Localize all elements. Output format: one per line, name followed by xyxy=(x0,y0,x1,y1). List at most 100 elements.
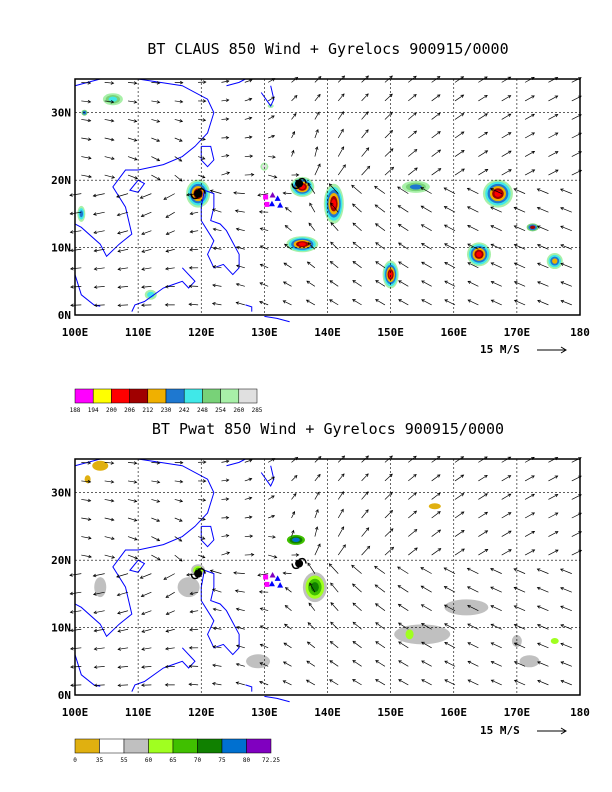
wind-arrow xyxy=(444,642,456,649)
wind-arrow xyxy=(188,284,199,288)
wind-arrow xyxy=(314,543,321,556)
wind-arrow xyxy=(81,536,92,540)
wind-arrow xyxy=(244,135,253,139)
wind-arrow xyxy=(443,567,456,574)
shade-cell xyxy=(261,164,267,170)
wind-arrow xyxy=(513,586,526,593)
wind-arrow xyxy=(212,588,222,593)
wind-arrow xyxy=(165,610,175,616)
wind-arrow xyxy=(384,93,393,102)
wind-arrow xyxy=(548,494,559,500)
wind-arrow xyxy=(467,642,479,649)
wind-arrow xyxy=(93,285,105,289)
wind-arrow xyxy=(478,150,489,157)
wind-arrow xyxy=(259,300,269,306)
wind-arrow xyxy=(268,134,276,139)
wind-arrow xyxy=(212,626,222,631)
wind-arrow xyxy=(467,262,479,269)
wind-arrow xyxy=(244,496,253,500)
wind-arrow xyxy=(384,546,395,556)
wind-arrow xyxy=(197,554,206,559)
wind-arrow xyxy=(467,679,479,686)
wind-arrow xyxy=(282,300,292,306)
wind-arrow xyxy=(81,554,92,559)
wind-arrow xyxy=(284,623,292,630)
wind-arrow xyxy=(352,280,362,287)
vector-reference-label: 15 M/S xyxy=(480,724,520,737)
shade-cell xyxy=(552,258,558,264)
wind-arrow xyxy=(163,193,175,200)
wind-arrow xyxy=(548,549,559,556)
wind-arrow xyxy=(163,573,175,580)
wind-arrow xyxy=(408,474,417,482)
typhoon-symbol xyxy=(291,177,307,190)
wind-arrow xyxy=(139,573,152,579)
wind-arrow xyxy=(244,515,253,519)
wind-arrow xyxy=(524,150,536,157)
wind-arrow xyxy=(282,661,292,667)
wind-arrow xyxy=(282,191,292,195)
shade-cell xyxy=(405,629,414,640)
gyre-markers xyxy=(190,557,307,588)
wind-arrow xyxy=(211,302,222,306)
wind-arrow xyxy=(93,303,105,308)
wind-arrow xyxy=(70,683,82,687)
gyre-markers xyxy=(190,177,307,208)
gyre-location-marker xyxy=(277,582,284,588)
wind-arrow xyxy=(536,188,549,194)
wind-arrow xyxy=(117,628,129,633)
wind-arrow xyxy=(329,641,339,649)
wind-arrow xyxy=(560,661,572,667)
wind-arrow xyxy=(244,116,253,120)
wind-arrow xyxy=(537,299,549,306)
wind-arrow xyxy=(361,545,371,556)
wind-arrow xyxy=(140,211,152,218)
colorbar: 188 194 200 206 212 230 242 248 254 260 285 xyxy=(70,388,263,414)
wind-arrow xyxy=(104,156,115,161)
wind-arrow xyxy=(421,641,432,649)
y-tick-label: 30N xyxy=(51,107,71,120)
colorbar-swatch xyxy=(172,738,198,754)
wind-arrow xyxy=(70,303,82,307)
wind-arrow xyxy=(244,154,254,158)
wind-arrow xyxy=(374,565,386,574)
wind-arrow xyxy=(421,679,432,686)
colorbar-label: 72.25 xyxy=(262,757,280,764)
colorbar-swatch xyxy=(123,738,149,754)
wind-arrow xyxy=(259,282,269,287)
wind-arrow xyxy=(198,479,207,483)
wind-arrow xyxy=(501,169,512,176)
wind-arrow xyxy=(174,460,184,465)
colorbar-swatch xyxy=(183,388,203,404)
wind-arrow xyxy=(307,562,316,574)
wind-arrow xyxy=(81,118,92,123)
colorbar-label: 60 xyxy=(145,757,153,764)
wind-arrow xyxy=(283,262,292,269)
wind-arrow xyxy=(257,193,269,197)
wind-arrow xyxy=(454,131,465,139)
wind-arrow xyxy=(513,188,526,194)
wind-arrow xyxy=(314,111,320,120)
coastline-segment xyxy=(264,315,290,323)
wind-arrow xyxy=(467,243,479,250)
wind-arrow xyxy=(361,509,369,519)
wind-arrow xyxy=(174,156,183,162)
wind-arrow xyxy=(352,299,362,306)
wind-arrow xyxy=(174,536,183,542)
wind-arrow xyxy=(93,665,105,669)
colorbar-label: 80 xyxy=(243,757,251,764)
wind-arrow xyxy=(305,299,316,306)
wind-arrow xyxy=(151,81,161,85)
wind-arrow xyxy=(537,679,549,686)
wind-arrow xyxy=(337,111,344,120)
wind-arrow xyxy=(536,206,549,213)
wind-arrow xyxy=(308,222,316,231)
wind-arrow xyxy=(421,660,432,667)
wind-arrow xyxy=(117,683,129,688)
wind-arrow xyxy=(307,182,316,194)
wind-arrow xyxy=(375,641,386,649)
wind-arrow xyxy=(81,137,92,141)
wind-arrow xyxy=(374,223,386,231)
x-tick-label: 100E xyxy=(62,706,89,719)
wind-arrow xyxy=(259,263,269,269)
